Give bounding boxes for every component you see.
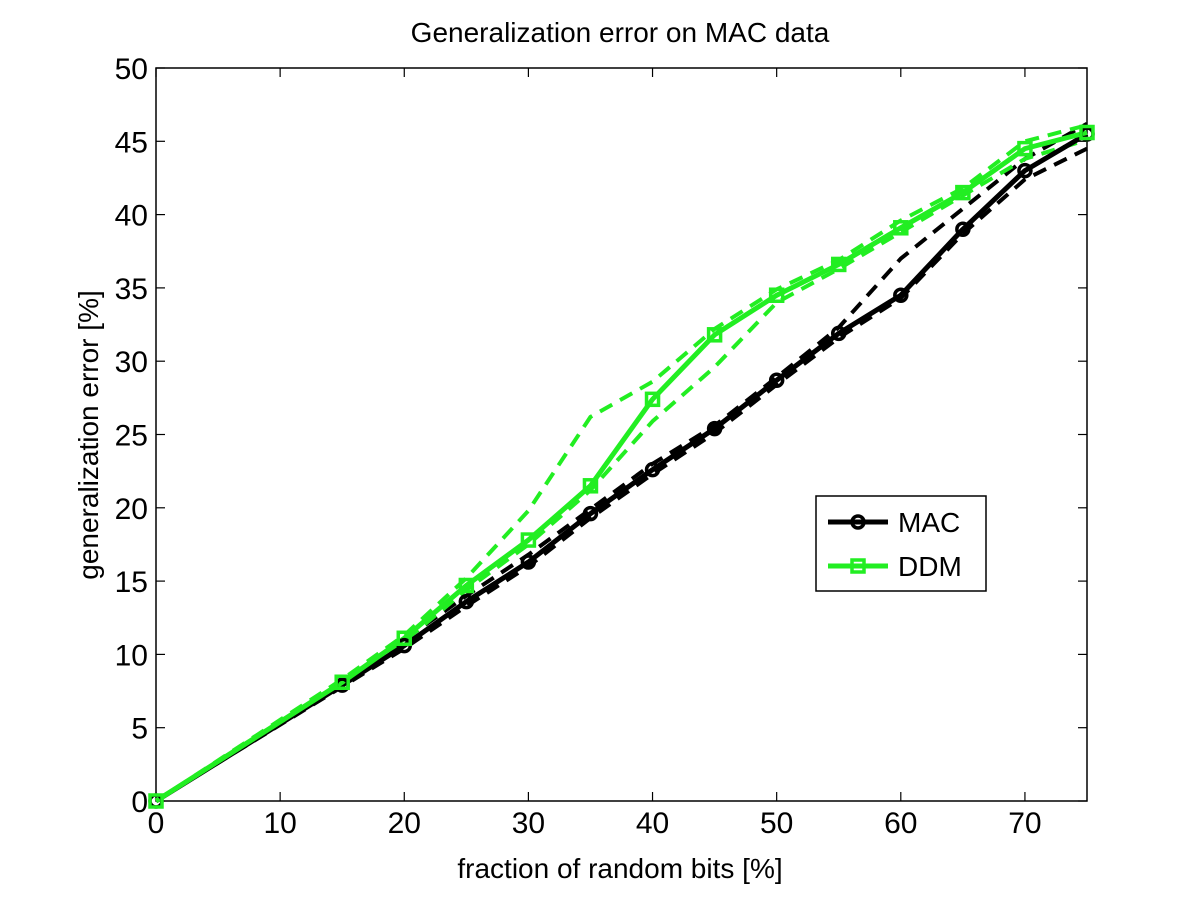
data-point-ddm <box>458 577 475 594</box>
x-tick-labels: 0 10 20 30 40 50 60 70 <box>148 807 1042 840</box>
data-point-mac <box>768 372 785 389</box>
series-lines <box>154 130 1089 804</box>
y-tick-label: 35 <box>115 273 148 306</box>
data-point-mac <box>458 593 475 610</box>
plot-area: 0 10 20 30 40 50 60 70 0 5 10 15 20 25 30 35 40 45 50 <box>115 53 1095 840</box>
data-point-ddm <box>334 674 350 691</box>
data-point-mac <box>644 461 661 478</box>
y-tick-label: 10 <box>115 639 148 672</box>
y-tick-label: 25 <box>115 420 148 453</box>
series-line-ddm <box>154 130 1088 804</box>
data-point-mac <box>1017 162 1033 179</box>
y-tick-label: 0 <box>131 786 148 819</box>
series-markers <box>148 124 1095 809</box>
legend-label-mac: MAC <box>898 507 960 538</box>
data-point-ddm <box>644 391 661 408</box>
x-tick-label: 20 <box>388 807 421 840</box>
y-tick-label: 15 <box>115 566 148 599</box>
x-tick-label: 40 <box>636 807 669 840</box>
legend-entry-ddm: DDM <box>828 551 962 582</box>
series-line-mac <box>154 131 1089 804</box>
data-point-ddm <box>955 184 971 201</box>
x-tick-label: 60 <box>884 807 917 840</box>
data-point-mac <box>582 505 599 522</box>
data-point-ddm <box>1079 124 1095 141</box>
legend-box <box>815 495 987 592</box>
data-point-ddm <box>582 478 599 494</box>
data-point-mac <box>893 287 909 303</box>
x-axis-label: fraction of random bits [%] <box>457 853 782 884</box>
y-tick-labels: 0 5 10 15 20 25 30 35 40 45 50 <box>115 53 148 819</box>
data-point-mac <box>520 554 537 570</box>
data-point-ddm <box>893 220 909 236</box>
axis-ticks <box>155 67 1087 802</box>
y-tick-label: 5 <box>131 713 148 746</box>
y-tick-label: 50 <box>115 53 148 86</box>
x-tick-label: 0 <box>148 807 165 840</box>
data-point-mac <box>955 221 971 238</box>
legend: MAC DDM <box>815 495 987 592</box>
x-tick-label: 10 <box>263 807 296 840</box>
data-point-ddm <box>706 327 723 343</box>
legend-entry-mac: MAC <box>828 507 960 538</box>
data-point-ddm <box>148 793 164 809</box>
x-tick-label: 70 <box>1008 807 1041 840</box>
y-tick-label: 20 <box>115 493 148 526</box>
bound-line-ddm-0 <box>154 123 1088 803</box>
x-tick-label: 30 <box>512 807 545 840</box>
chart-title: Generalization error on MAC data <box>411 17 830 48</box>
y-tick-label: 30 <box>115 346 148 379</box>
legend-label-ddm: DDM <box>898 551 962 582</box>
data-point-ddm <box>520 532 537 548</box>
data-point-mac <box>830 325 847 342</box>
legend-marker-mac <box>850 514 866 530</box>
data-point-ddm <box>830 256 847 273</box>
y-tick-label: 40 <box>115 200 148 233</box>
data-point-ddm <box>1017 140 1033 157</box>
data-point-ddm <box>768 287 785 303</box>
x-tick-label: 50 <box>760 807 793 840</box>
data-point-mac <box>706 420 723 437</box>
legend-marker-ddm <box>850 558 866 574</box>
data-point-ddm <box>396 630 413 647</box>
bound-line-mac-1 <box>154 146 1088 803</box>
y-axis-label: generalization error [%] <box>73 290 104 579</box>
y-tick-label: 45 <box>115 126 148 159</box>
